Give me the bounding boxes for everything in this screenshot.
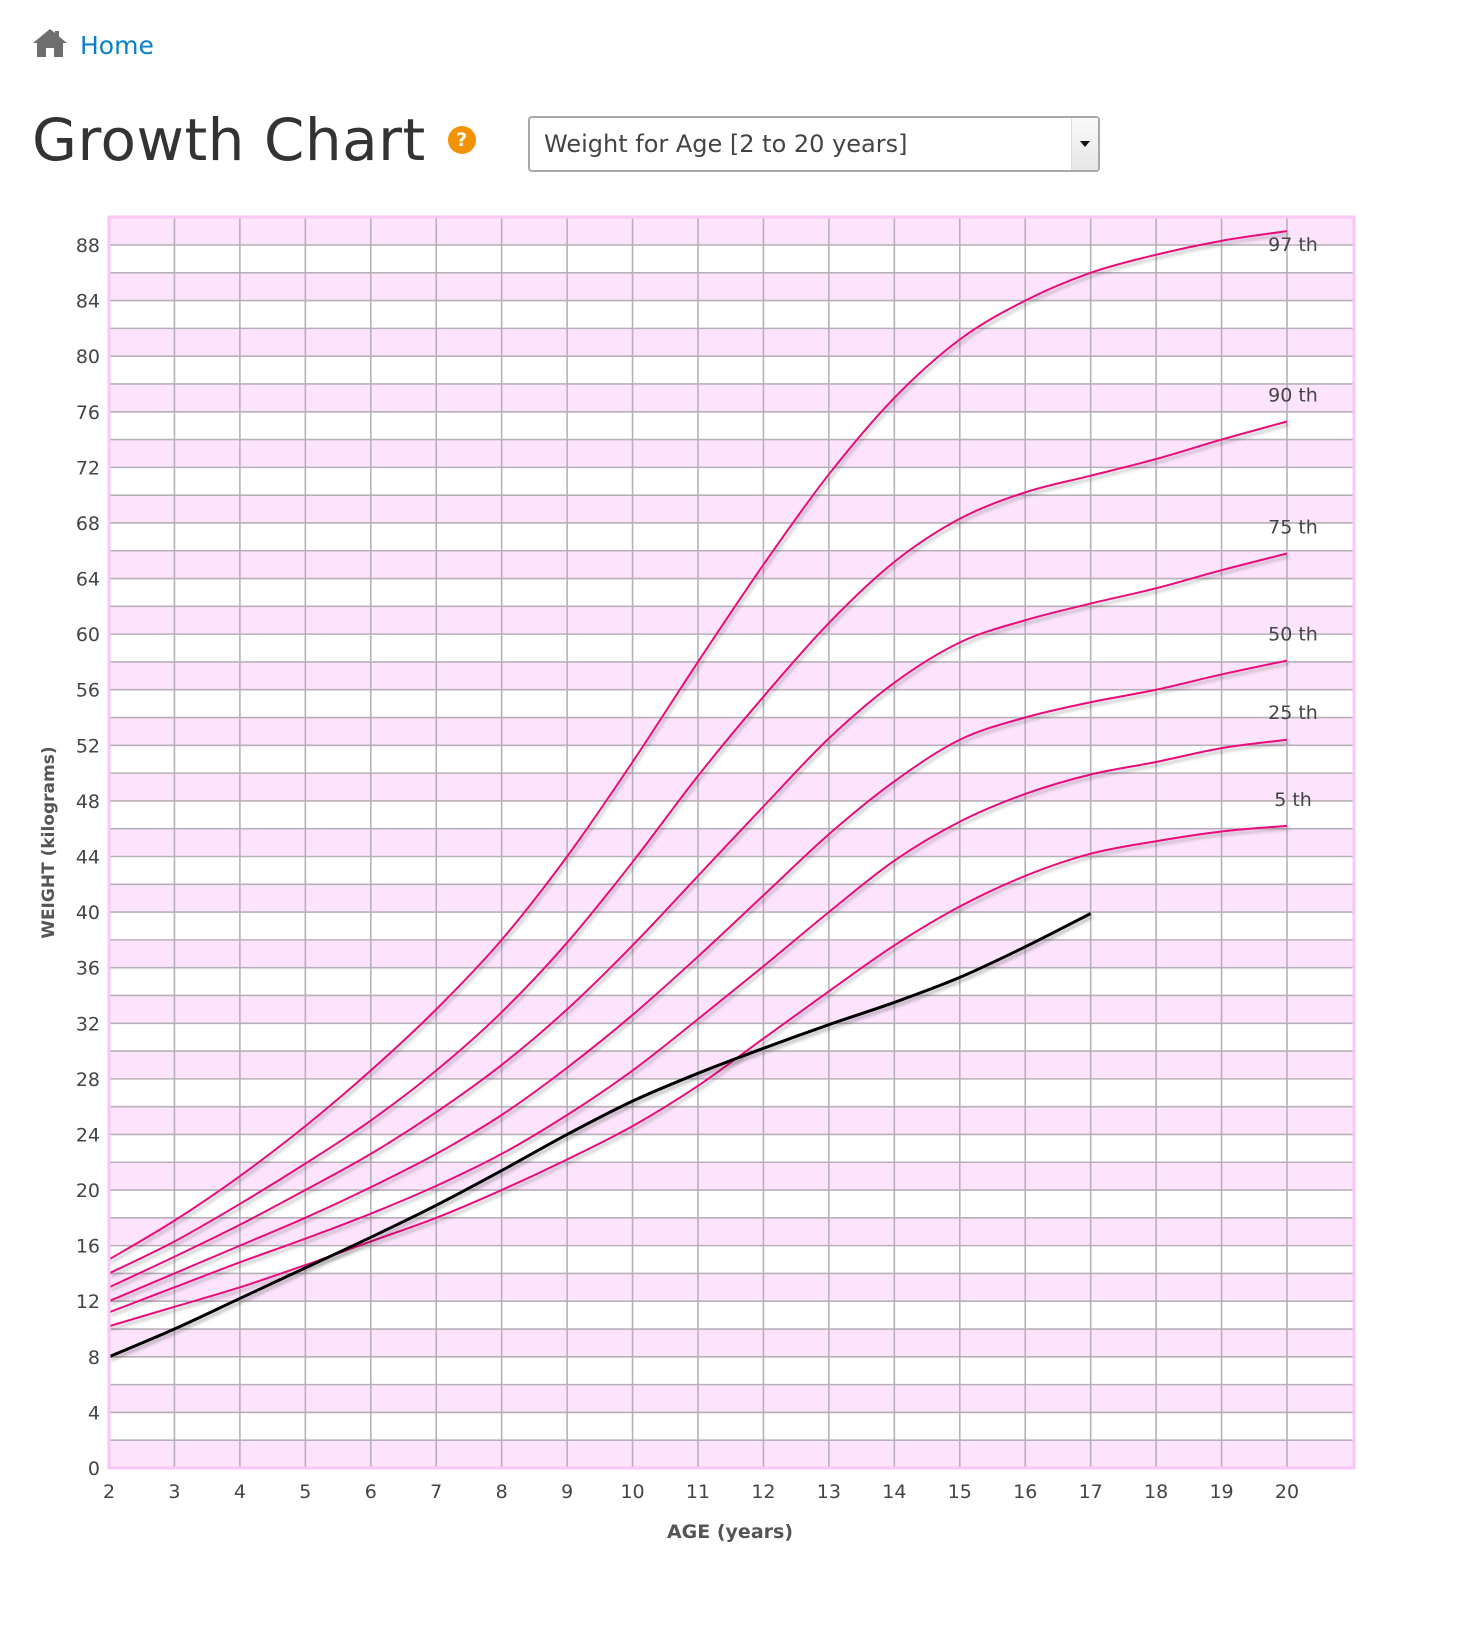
x-tick-label: 5 [299,1481,311,1503]
page-title: Growth Chart [32,106,426,174]
x-tick-label: 8 [496,1481,508,1503]
y-tick-label: 0 [88,1458,100,1480]
home-link[interactable]: Home [80,30,154,60]
x-tick-label: 16 [1013,1481,1037,1503]
y-tick-label: 88 [76,235,100,257]
x-axis-tick-labels: 2 3 4 5 6 7 8 9 10 11 12 13 14 15 16 17 18 19 20 [103,1481,1299,1503]
y-tick-label: 8 [88,1347,100,1369]
percentile-curve [108,738,1288,1314]
x-tick-label: 20 [1275,1481,1299,1503]
y-tick-label: 4 [88,1402,100,1424]
y-tick-label: 52 [76,735,100,757]
percentile-label: 90 th [1268,385,1318,407]
percentile-label: 25 th [1268,702,1318,724]
x-tick-label: 3 [168,1481,180,1503]
x-tick-label: 17 [1079,1481,1103,1503]
x-tick-label: 7 [430,1481,442,1503]
chart-gridlines [109,216,1354,1468]
x-tick-label: 6 [365,1481,377,1503]
patient-curve [108,912,1092,1359]
home-icon[interactable] [32,28,68,62]
chart-type-selected-value: Weight for Age [2 to 20 years] [544,130,908,158]
percentile-curve [108,552,1288,1289]
x-tick-label: 13 [817,1481,841,1503]
y-tick-label: 20 [76,1180,100,1202]
y-tick-label: 60 [76,624,100,646]
x-axis-label: AGE (years) [667,1521,793,1543]
y-tick-label: 32 [76,1013,100,1035]
percentile-curve [108,824,1288,1328]
y-tick-label: 44 [76,847,100,869]
y-tick-label: 48 [76,791,100,813]
y-tick-label: 80 [76,346,100,368]
percentile-curve [108,659,1288,1303]
x-tick-label: 19 [1209,1481,1233,1503]
chart-type-select[interactable]: Weight for Age [2 to 20 years] [528,116,1100,172]
x-tick-label: 10 [620,1481,644,1503]
y-tick-label: 64 [76,569,100,591]
y-tick-label: 68 [76,513,100,535]
chevron-down-icon[interactable] [1071,118,1098,170]
percentile-curve [108,420,1288,1275]
chart-background-bands [109,217,1354,1468]
percentile-curves [108,230,1288,1328]
y-axis-tick-labels: 0481216202428323640444852566064687276808… [76,235,100,1480]
x-tick-label: 12 [751,1481,775,1503]
y-tick-label: 72 [76,457,100,479]
x-tick-label: 11 [686,1481,710,1503]
y-axis-label: WEIGHT (kilograms) [39,746,59,938]
growth-chart: 0 4 8 12 16 20 24 28 32 36 40 44 48 52 56 60 64 68 72 76 80 8… [0,200,1484,1634]
percentile-label: 50 th [1268,624,1318,646]
x-tick-label: 2 [103,1481,115,1503]
x-tick-label: 15 [948,1481,972,1503]
y-tick-label: 12 [76,1291,100,1313]
x-tick-label: 14 [882,1481,906,1503]
y-tick-label: 56 [76,680,100,702]
y-tick-label: 24 [76,1124,100,1146]
help-icon[interactable]: ? [447,126,476,154]
y-tick-label: 40 [76,902,100,924]
breadcrumb: Home [32,28,154,62]
percentile-label: 97 th [1268,234,1318,256]
x-tick-label: 18 [1144,1481,1168,1503]
percentile-label: 75 th [1268,517,1318,539]
y-tick-label: 76 [76,402,100,424]
x-tick-label: 4 [234,1481,246,1503]
y-tick-label: 16 [76,1236,100,1258]
percentile-label: 5 th [1274,789,1312,811]
patient-weight-line [108,912,1092,1359]
y-tick-label: 28 [76,1069,100,1091]
title-row: Growth Chart ? [32,106,476,174]
percentile-labels: 97 th 90 th 75 th 50 th 25 th 5 th [1268,234,1318,811]
x-tick-label: 9 [561,1481,573,1503]
y-tick-label: 84 [76,291,100,313]
percentile-curve [108,230,1288,1261]
y-tick-label: 36 [76,958,100,980]
plot-border [107,215,1356,1470]
